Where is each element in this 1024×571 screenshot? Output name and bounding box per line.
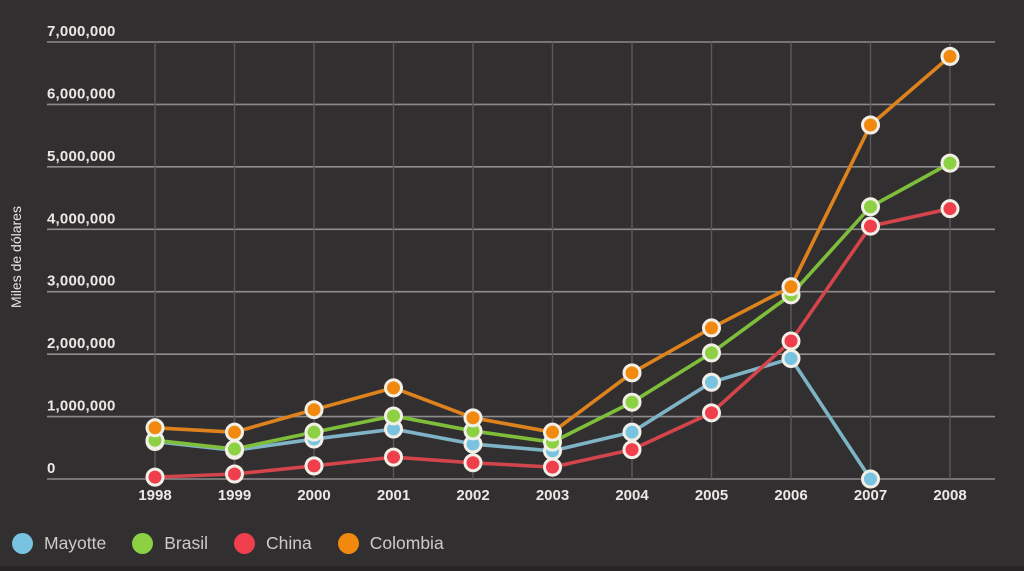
data-point-brasil-2004[interactable] — [622, 392, 642, 412]
data-point-colombia-2007[interactable] — [861, 115, 880, 135]
data-point-brasil-2001[interactable] — [384, 406, 403, 426]
x-axis-tick-label: 2000 — [297, 487, 330, 504]
legend-label-colombia: Colombia — [369, 533, 444, 553]
legend-item-colombia[interactable]: Colombia — [337, 533, 444, 554]
horizontal-gridlines: 0 1,000,000 2,000,000 3,000,000 4,000,000 5,0… — [47, 23, 995, 480]
data-point-china-2000[interactable] — [304, 456, 324, 476]
data-point-colombia-2005[interactable] — [702, 318, 721, 338]
line-chart: 0 1,000,000 2,000,000 3,000,000 4,000,000 5,0… — [8, 23, 995, 504]
legend-item-brasil[interactable]: Brasil — [132, 533, 208, 554]
legend-item-mayotte[interactable]: Mayotte — [12, 533, 106, 554]
x-axis-tick-label: 2006 — [774, 487, 807, 504]
data-point-china-2004[interactable] — [622, 440, 642, 460]
brasil-series-swatch-icon — [132, 533, 154, 554]
y-axis-tick-label: 0 — [47, 460, 56, 477]
x-axis-tick-label: 2008 — [933, 487, 966, 504]
data-point-china-1999[interactable] — [225, 464, 244, 484]
data-point-mayotte-2007[interactable] — [861, 469, 880, 489]
data-point-colombia-2002[interactable] — [463, 408, 483, 428]
data-point-china-2007[interactable] — [861, 216, 880, 236]
data-point-colombia-2004[interactable] — [622, 363, 642, 383]
data-point-colombia-1999[interactable] — [225, 422, 244, 442]
data-point-colombia-2006[interactable] — [781, 277, 801, 297]
y-axis-title: Miles de dólares — [8, 206, 24, 308]
legend-label-brasil: Brasil — [164, 533, 209, 553]
series-line-mayotte — [153, 356, 873, 481]
legend-item-china[interactable]: China — [234, 533, 312, 554]
series-group — [145, 46, 960, 489]
data-point-brasil-1999[interactable] — [225, 439, 244, 459]
data-point-china-2002[interactable] — [463, 453, 483, 473]
legend-label-mayotte: Mayotte — [44, 533, 107, 553]
y-axis-tick-label: 3,000,000 — [47, 273, 116, 290]
y-axis-tick-label: 2,000,000 — [47, 335, 116, 352]
bottom-edge — [0, 566, 1024, 571]
colombia-series-swatch-icon — [337, 533, 359, 554]
china-series-swatch-icon — [234, 533, 256, 554]
data-point-colombia-2003[interactable] — [543, 422, 562, 442]
data-point-colombia-2001[interactable] — [384, 378, 403, 398]
chart-legend: Mayotte Brasil China Colombia — [12, 533, 470, 554]
data-point-china-2001[interactable] — [384, 447, 403, 467]
mayotte-series-swatch-icon — [12, 533, 33, 554]
x-axis-tick-label: 2001 — [377, 487, 410, 504]
x-axis-tick-label: 1999 — [218, 487, 251, 504]
data-point-brasil-2007[interactable] — [861, 197, 880, 217]
x-axis-tick-label: 2005 — [695, 487, 728, 504]
x-axis-tick-label: 2003 — [536, 487, 569, 504]
data-point-china-2008[interactable] — [940, 199, 960, 219]
y-axis-tick-label: 5,000,000 — [47, 148, 116, 165]
y-axis-tick-label: 4,000,000 — [47, 210, 116, 227]
data-point-colombia-1998[interactable] — [145, 418, 165, 438]
y-axis-tick-label: 6,000,000 — [47, 85, 116, 102]
data-point-mayotte-2006[interactable] — [781, 349, 801, 369]
data-point-china-2005[interactable] — [702, 403, 721, 423]
x-axis-tick-label: 2007 — [854, 487, 887, 504]
data-point-china-2006[interactable] — [781, 331, 801, 351]
y-axis-tick-label: 7,000,000 — [47, 23, 116, 40]
data-point-mayotte-2005[interactable] — [702, 372, 721, 392]
y-axis-tick-label: 1,000,000 — [47, 398, 116, 415]
data-point-china-2003[interactable] — [543, 457, 562, 477]
x-axis-tick-label: 2004 — [615, 487, 649, 504]
data-point-brasil-2005[interactable] — [702, 343, 721, 363]
x-axis-tick-label: 1998 — [138, 487, 171, 504]
x-axis-tick-label: 2002 — [456, 487, 489, 504]
data-point-colombia-2008[interactable] — [940, 46, 960, 66]
data-point-china-1998[interactable] — [145, 467, 165, 487]
data-point-brasil-2000[interactable] — [304, 422, 324, 442]
data-point-mayotte-2004[interactable] — [622, 422, 642, 442]
data-point-brasil-2008[interactable] — [940, 153, 960, 173]
data-point-colombia-2000[interactable] — [304, 400, 324, 420]
legend-label-china: China — [266, 533, 312, 553]
